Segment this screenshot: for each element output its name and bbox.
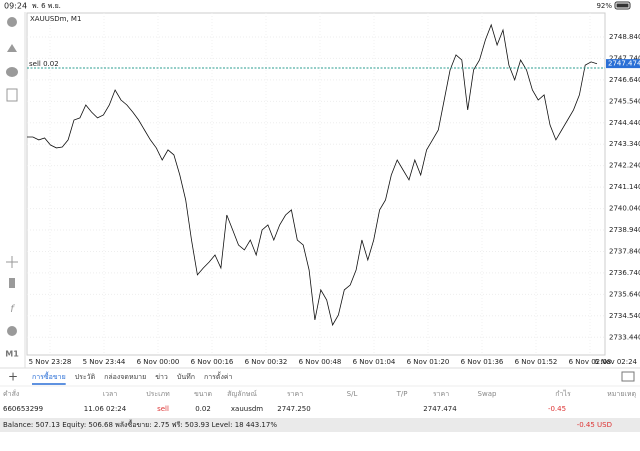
objects-icon[interactable]: [7, 326, 17, 336]
new-order-icon[interactable]: [6, 88, 18, 102]
x-tick-label: 6 Nov 01:36: [461, 358, 504, 366]
chat-icon[interactable]: [6, 67, 18, 77]
y-tick-label: 2748.840: [609, 33, 640, 41]
cell-profit[interactable]: -0.45: [548, 405, 566, 413]
x-tick-label: 5 Nov 23:44: [83, 358, 126, 366]
column-header: กำไร: [555, 389, 571, 398]
indicator-icon[interactable]: f: [10, 304, 15, 315]
column-header: เวลา: [103, 390, 118, 398]
y-tick-label: 2736.740: [609, 269, 640, 277]
plot-frame: [26, 12, 606, 356]
cell-type[interactable]: sell: [157, 405, 169, 413]
column-header: ราคา: [287, 390, 303, 398]
column-header: ราคา: [433, 390, 449, 398]
cell-open-price[interactable]: 2747.250: [277, 405, 310, 413]
y-tick-label: 2747.740: [609, 54, 640, 62]
crosshair-icon[interactable]: [6, 256, 18, 268]
y-tick-label: 2742.240: [609, 162, 640, 170]
cell-ticket[interactable]: 660653299: [3, 405, 43, 413]
expand-icon[interactable]: [621, 371, 635, 382]
y-tick-label: 2745.540: [609, 97, 640, 105]
cell-current-price[interactable]: 2747.474: [423, 405, 457, 413]
x-tick-label: 6 Nov 01:20: [407, 358, 450, 366]
y-tick-label: 2744.440: [609, 119, 640, 127]
column-header: หมายเหตุ: [607, 390, 636, 398]
x-tick-label: 6 Nov 02:24: [594, 358, 637, 366]
battery-text: 92%: [596, 2, 612, 10]
y-tick-label: 2743.340: [609, 140, 640, 148]
balance-bar: [0, 418, 640, 432]
chart-type-icon[interactable]: [9, 278, 15, 288]
x-tick-label: 6 Nov 00:32: [245, 358, 288, 366]
chart-title: XAUUSDm, M1: [30, 15, 81, 23]
x-tick-label: 6 Nov 01:04: [353, 358, 396, 366]
y-tick-label: 2733.440: [609, 333, 640, 341]
y-tick-label: 2746.640: [609, 76, 640, 84]
trade-icon[interactable]: [7, 44, 17, 52]
cell-symbol[interactable]: xauusdm: [231, 405, 263, 413]
x-tick-label: 6 Nov 00:48: [299, 358, 342, 366]
y-tick-label: 2735.640: [609, 290, 640, 298]
account-icon[interactable]: [7, 17, 17, 27]
price-box: [606, 59, 640, 69]
x-tick-label: 6 Nov 02:08: [569, 358, 612, 366]
tab[interactable]: กล่องจดหมาย: [104, 373, 146, 381]
tab[interactable]: การตั้งค่า: [204, 370, 233, 381]
price-line: [27, 23, 598, 327]
date: พ. 6 พ.ย.: [32, 2, 61, 10]
x-tick-label: 6 Nov 00:16: [191, 358, 234, 366]
cell-volume[interactable]: 0.02: [195, 405, 211, 413]
column-header: สัญลักษณ์: [227, 390, 257, 398]
column-header: Swap: [478, 390, 497, 398]
x-tick-label: 6 Nov 01:52: [515, 358, 558, 366]
column-header: คำสั่ง: [3, 389, 19, 398]
y-tick-label: 2737.840: [609, 247, 640, 255]
current-price: 2747.474: [608, 60, 640, 68]
column-header: T/P: [396, 390, 408, 398]
y-tick-label: 2741.140: [609, 183, 640, 191]
y-tick-label: 2734.540: [609, 312, 640, 320]
column-header: S/L: [347, 390, 358, 398]
y-tick-label: 2740.040: [609, 205, 640, 213]
column-header: ประเภท: [146, 390, 170, 398]
account-total: -0.45 USD: [577, 421, 612, 429]
x-tick-label: 6 Nov 00:00: [137, 358, 180, 366]
order-label: sell 0.02: [29, 60, 59, 68]
tab[interactable]: ข่าว: [155, 373, 168, 381]
column-header: ขนาด: [194, 390, 212, 398]
battery-level: [616, 3, 629, 8]
tab[interactable]: การซื้อขาย: [32, 370, 66, 381]
y-tick-label: 2738.940: [609, 226, 640, 234]
timeframe[interactable]: M1: [5, 350, 19, 359]
battery-icon: [614, 1, 631, 10]
add-button[interactable]: +: [8, 370, 18, 384]
account-summary: Balance: 507.13 Equity: 506.68 พลังซื้อข…: [3, 418, 277, 429]
clock: 09:24: [4, 2, 27, 11]
x-tick-label: 5 Nov 23:28: [29, 358, 72, 366]
tab[interactable]: ประวัติ: [75, 373, 96, 381]
tab[interactable]: บันทึก: [177, 372, 195, 381]
cell-time[interactable]: 11.06 02:24: [84, 405, 127, 413]
